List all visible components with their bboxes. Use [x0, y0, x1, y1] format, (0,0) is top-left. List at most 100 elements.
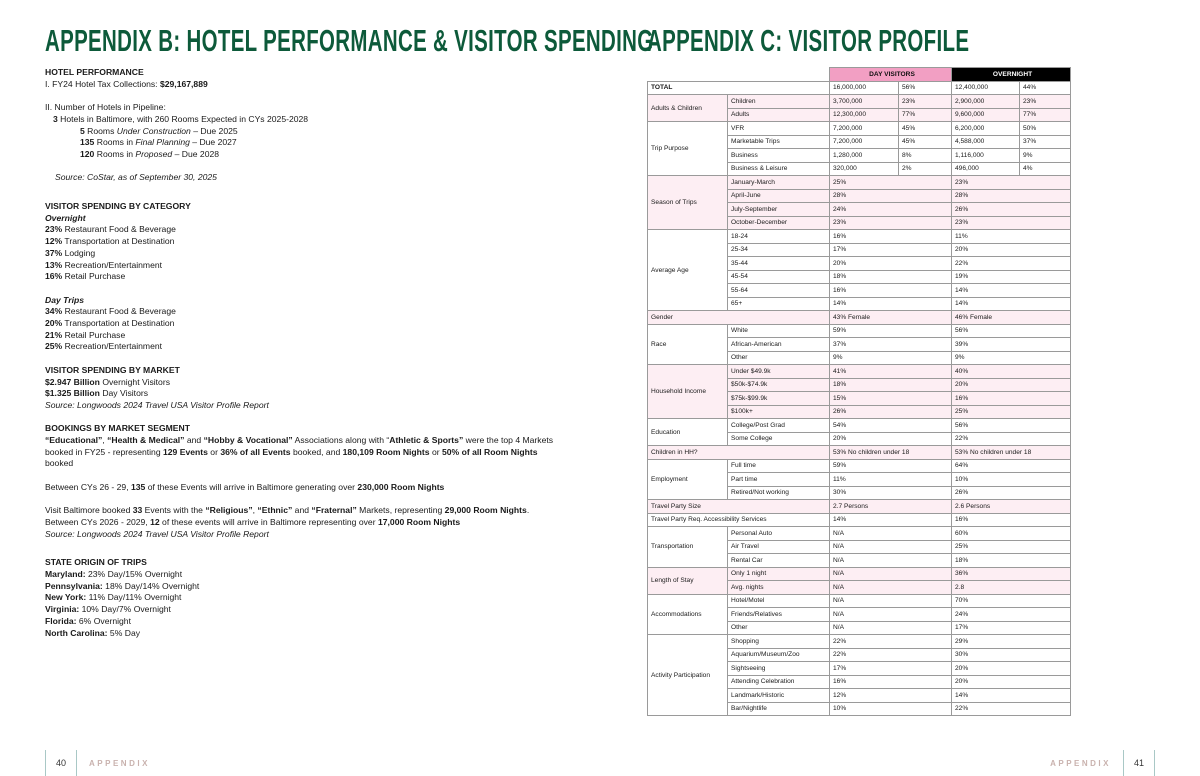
paragraph: Between CYs 26 - 29, 135 of these Events… [45, 482, 565, 494]
subcategory-label: 45-54 [727, 269, 830, 284]
overnight-value: 25% [950, 404, 1072, 419]
text-run: Associations along with “ [292, 435, 390, 446]
text-run: Pennsylvania: [45, 580, 103, 591]
text-run: “Fraternal” [311, 505, 357, 516]
subcategory-label: Only 1 night [727, 566, 830, 581]
paragraph: Source: Longwoods 2024 Travel USA Visito… [45, 529, 565, 541]
text-run: “Ethnic” [257, 505, 293, 516]
text-run: “Hobby & Vocational” [203, 435, 293, 446]
paragraph: “Educational”, “Health & Medical” and “H… [45, 435, 565, 470]
subcategory-label: Landmark/Historic [727, 688, 830, 703]
day-visitors-value: N/A [829, 553, 952, 568]
paragraph: BOOKINGS BY MARKET SEGMENT [45, 423, 565, 435]
subcategory-label: Air Travel [727, 539, 830, 554]
text-run: Under Construction [116, 125, 191, 136]
text-run: 50% of all Room Nights [442, 446, 538, 457]
paragraph: VISITOR SPENDING BY CATEGORY [45, 201, 565, 213]
text-run: I. FY24 Hotel Tax Collections: [45, 78, 160, 89]
paragraph: New York: 11% Day/11% Overnight [45, 592, 565, 604]
overnight-value: 39% [950, 337, 1072, 352]
day-visitors-value: 16% [829, 229, 952, 244]
subcategory-label: April-June [727, 188, 830, 203]
subcategory-label: Other [727, 350, 830, 365]
paragraph: $1.325 Billion Day Visitors [45, 388, 565, 400]
text-run: Source: CoStar, as of September 30, 2025 [55, 172, 217, 183]
paragraph: 120 Rooms in Proposed – Due 2028 [45, 149, 565, 161]
table-row: July-September 24% 26% [648, 202, 1072, 217]
subcategory-label: Aquarium/Museum/Zoo [727, 647, 830, 662]
page-title-appendix-c: APPENDIX C: VISITOR PROFILE [647, 23, 970, 58]
overnight-value: 20% [950, 661, 1072, 676]
table-row: Average Age 18-24 16% 11% [647, 229, 1072, 311]
paragraph: 3 Hotels in Baltimore, with 260 Rooms Ex… [45, 114, 565, 126]
text-run: 135 [130, 481, 146, 492]
table-row: 55-64 16% 14% [648, 283, 1072, 298]
text-run: Lodging [62, 247, 96, 258]
text-run: Events with the [142, 505, 206, 516]
text-run: 37% [45, 247, 63, 258]
subcategory-label: 55-64 [727, 283, 830, 298]
table-row: Some College 20% 22% [648, 431, 1072, 446]
paragraph: 5 Rooms Under Construction – Due 2025 [45, 126, 565, 138]
day-visitors-value: 24% [829, 202, 952, 217]
category-label: Education [647, 418, 728, 446]
day-visitors-value: 14% [829, 512, 952, 527]
overnight-count: 496,000 [951, 161, 1020, 176]
subcategory-label: Business & Leisure [727, 161, 830, 176]
hotel-performance-text: HOTEL PERFORMANCE I. FY24 Hotel Tax Colle… [45, 67, 565, 639]
text-run: 25% [45, 341, 63, 352]
table-header-row: DAY VISITORS OVERNIGHT [647, 67, 1072, 82]
paragraph: 12% Transportation at Destination [45, 236, 565, 248]
subcategory-label: Other [727, 620, 830, 635]
table-row: 45-54 18% 19% [648, 269, 1072, 284]
overnight-value: 56% [950, 323, 1072, 338]
subcategory-label: 35-44 [727, 256, 830, 271]
overnight-value: 26% [950, 202, 1072, 217]
text-run: 6% Overnight [76, 615, 131, 626]
text-run: . Between CYs 2026 - 2029, [45, 505, 530, 527]
overnight-count: 4,588,000 [951, 134, 1020, 149]
day-visitors-percent: 23% [898, 94, 952, 109]
day-visitors-value: 41% [829, 364, 952, 379]
day-visitors-value: N/A [829, 566, 952, 581]
text-run: Source: Longwoods 2024 Travel USA Visito… [45, 528, 269, 539]
text-run: 23% Day/15% Overnight [85, 569, 183, 580]
text-run: BOOKINGS BY MARKET SEGMENT [45, 423, 190, 434]
text-run: Recreation/Entertainment [62, 341, 163, 352]
spacer [45, 540, 565, 557]
table-row: Children in HH? 53% No children under 18 5… [647, 445, 1072, 460]
overnight-value: 64% [950, 458, 1072, 473]
subcategory-label: Rental Car [727, 553, 830, 568]
category-label: Travel Party Req. Accessibility Services [647, 512, 830, 527]
spacer [45, 90, 565, 102]
day-visitors-value: 28% [829, 188, 952, 203]
table-row: October-December 23% 23% [648, 215, 1072, 230]
subcategory-label: African-American [727, 337, 830, 352]
category-label: Travel Party Size [647, 499, 830, 514]
text-run: booked [45, 458, 74, 469]
paragraph: 37% Lodging [45, 248, 565, 260]
day-visitors-count: 7,200,000 [829, 134, 899, 149]
text-run: Rooms in [94, 137, 136, 148]
paragraph: Florida: 6% Overnight [45, 616, 565, 628]
text-run: Visit Baltimore booked [45, 505, 133, 516]
table-row: Avg. nights N/A 2.8 [648, 580, 1072, 595]
text-run: HOTEL PERFORMANCE [45, 67, 144, 77]
category-label: Length of Stay [647, 566, 728, 595]
text-run: Markets, representing [356, 505, 445, 516]
overnight-value: 19% [950, 269, 1072, 284]
text-run: 11% Day/11% Overnight [86, 592, 182, 603]
day-visitors-value: 9% [829, 350, 952, 365]
day-visitors-value: N/A [829, 539, 952, 554]
text-run: 33 [132, 505, 143, 516]
day-visitors-value: 14% [829, 296, 952, 311]
table-row: Business & Leisure 320,000 2% 496,000 4% [648, 161, 1072, 176]
overnight-value: 24% [950, 607, 1072, 622]
overnight-value: 26% [950, 485, 1072, 500]
overnight-value: 20% [950, 242, 1072, 257]
subcategory-label: College/Post Grad [727, 418, 830, 433]
text-run: Retail Purchase [62, 329, 126, 340]
day-visitors-value: 30% [829, 485, 952, 500]
subcategory-label: Attending Celebration [727, 674, 830, 689]
table-row: Employment Full time 59% 64% [647, 458, 1072, 500]
